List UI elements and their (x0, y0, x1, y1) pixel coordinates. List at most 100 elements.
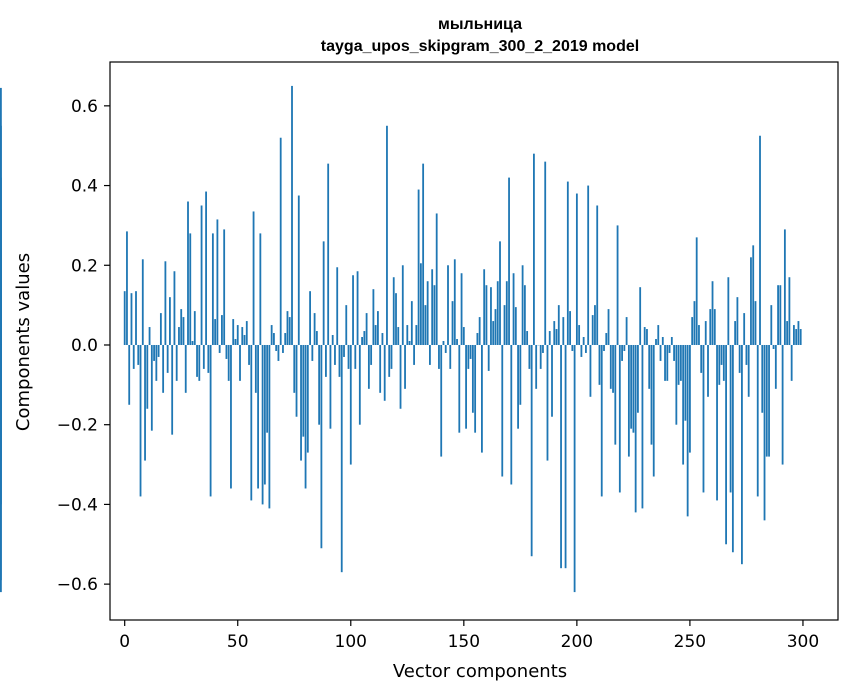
bar (182, 317, 185, 345)
chart-title: мыльница (438, 16, 522, 33)
bar (496, 281, 499, 345)
bar (266, 344, 269, 433)
bar (173, 271, 176, 345)
bar (528, 344, 531, 369)
bar (155, 344, 158, 381)
bar (451, 301, 454, 345)
bar (227, 344, 230, 381)
bar (302, 344, 305, 437)
bar (422, 163, 425, 345)
bar (765, 344, 768, 457)
bar (661, 337, 664, 345)
bar (397, 327, 400, 345)
bar (582, 337, 585, 345)
bar (460, 273, 463, 345)
bar (521, 265, 524, 345)
bar (413, 344, 415, 365)
bar (783, 229, 786, 345)
bar (171, 344, 174, 435)
bar (363, 331, 366, 345)
bar (476, 333, 479, 345)
bar (772, 344, 775, 349)
bar (774, 344, 777, 389)
bar (544, 161, 547, 345)
bar (716, 344, 718, 501)
bar (254, 344, 257, 393)
bar (650, 344, 653, 445)
bar (781, 344, 784, 465)
bar (0, 344, 2, 593)
x-tick-label: 300 (787, 632, 819, 652)
bar (144, 344, 146, 461)
bar (282, 344, 284, 353)
bar (673, 344, 675, 361)
bar (492, 321, 495, 345)
bar (722, 344, 725, 381)
bar (725, 344, 727, 545)
bar (799, 329, 802, 345)
bar (338, 344, 341, 377)
bar (268, 344, 271, 509)
bar (399, 344, 402, 409)
x-tick-label: 0 (119, 632, 130, 652)
bar (275, 344, 278, 351)
bar (383, 344, 386, 401)
bar (659, 344, 662, 361)
bar (546, 344, 549, 461)
bar (381, 333, 384, 345)
bar (731, 344, 734, 553)
bar (433, 285, 436, 345)
bar (334, 344, 336, 365)
bar (566, 181, 569, 345)
bar (345, 305, 348, 345)
bar (573, 344, 576, 593)
bar (257, 344, 259, 489)
bar (494, 309, 497, 345)
bar (164, 261, 167, 345)
bar (720, 344, 723, 365)
bars-group (0, 85, 802, 593)
bar (585, 344, 587, 353)
bar (216, 219, 219, 345)
bar (747, 344, 750, 397)
bar (239, 344, 241, 381)
bar (458, 344, 461, 433)
bar (137, 344, 140, 365)
bar (367, 344, 370, 389)
bar (641, 344, 644, 509)
bar (643, 327, 646, 345)
bar (322, 241, 325, 345)
bar (449, 344, 452, 369)
bar (218, 344, 221, 353)
bar (652, 344, 655, 477)
bar (519, 344, 522, 405)
bar (612, 344, 614, 393)
bar (743, 313, 746, 345)
bar (693, 301, 696, 345)
bar (700, 344, 703, 373)
bar (596, 205, 599, 345)
bar (548, 331, 551, 345)
bar (657, 325, 660, 345)
bar (474, 344, 477, 433)
bar (365, 313, 368, 345)
bar (291, 85, 293, 345)
bar (485, 285, 488, 345)
bar (284, 333, 287, 345)
bar (444, 344, 447, 353)
bar (130, 293, 133, 345)
bar (395, 293, 397, 345)
bar (358, 344, 361, 425)
x-tick-label: 50 (227, 632, 249, 652)
bar (483, 269, 486, 345)
bar (440, 344, 443, 457)
bar (196, 344, 198, 377)
bar (202, 344, 205, 369)
y-tick-label: 0.2 (71, 256, 98, 276)
bar (761, 344, 764, 413)
bar (465, 344, 467, 429)
bar (625, 317, 628, 345)
bar (734, 321, 737, 345)
bar (462, 327, 465, 345)
bar (456, 339, 458, 345)
